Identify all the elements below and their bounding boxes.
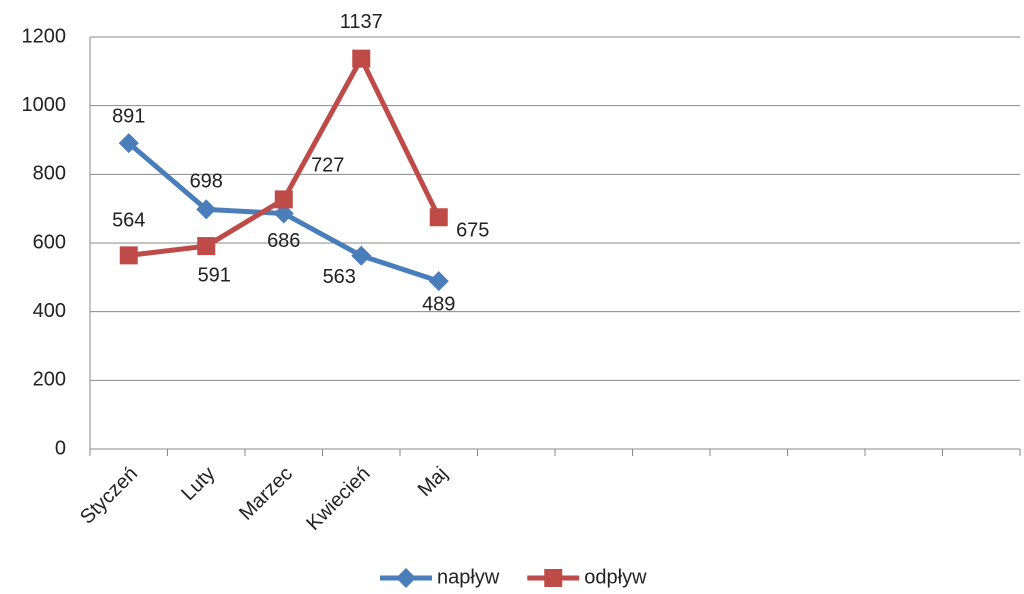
y-tick-label: 600: [33, 231, 66, 253]
x-tick-label: Styczeń: [76, 463, 142, 529]
y-tick-label: 0: [55, 437, 66, 459]
y-tick-label: 400: [33, 300, 66, 322]
y-tick-label: 1200: [22, 25, 67, 47]
y-tick-label: 800: [33, 163, 66, 185]
data-label: 591: [198, 264, 231, 286]
data-label: 727: [311, 155, 344, 177]
point: [352, 49, 371, 68]
data-label: 686: [267, 230, 300, 252]
point: [273, 203, 294, 224]
y-tick-label: 1000: [22, 94, 67, 116]
point: [274, 190, 293, 209]
point: [428, 271, 449, 292]
legend-marker: [396, 568, 416, 588]
point: [119, 246, 138, 265]
data-label: 1137: [340, 11, 383, 33]
point: [118, 133, 139, 154]
data-label: 675: [456, 220, 489, 242]
legend-label: odpływ: [584, 566, 647, 588]
point: [197, 237, 216, 256]
point: [351, 245, 372, 266]
legend-marker: [544, 569, 563, 587]
legend-label: napływ: [437, 566, 500, 588]
series-line: [128, 56, 441, 258]
x-tick-label: Kwiecień: [302, 463, 374, 535]
data-label: 891: [112, 105, 145, 127]
x-tick-label: Luty: [177, 463, 219, 505]
point: [429, 208, 448, 227]
point: [196, 199, 217, 220]
data-label: 698: [190, 171, 223, 193]
data-label: 563: [323, 266, 356, 288]
x-tick-label: Maj: [414, 463, 452, 501]
data-label: 489: [422, 293, 455, 315]
y-tick-label: 200: [33, 369, 66, 391]
x-tick-label: Marzec: [235, 463, 297, 525]
data-label: 564: [112, 210, 145, 232]
